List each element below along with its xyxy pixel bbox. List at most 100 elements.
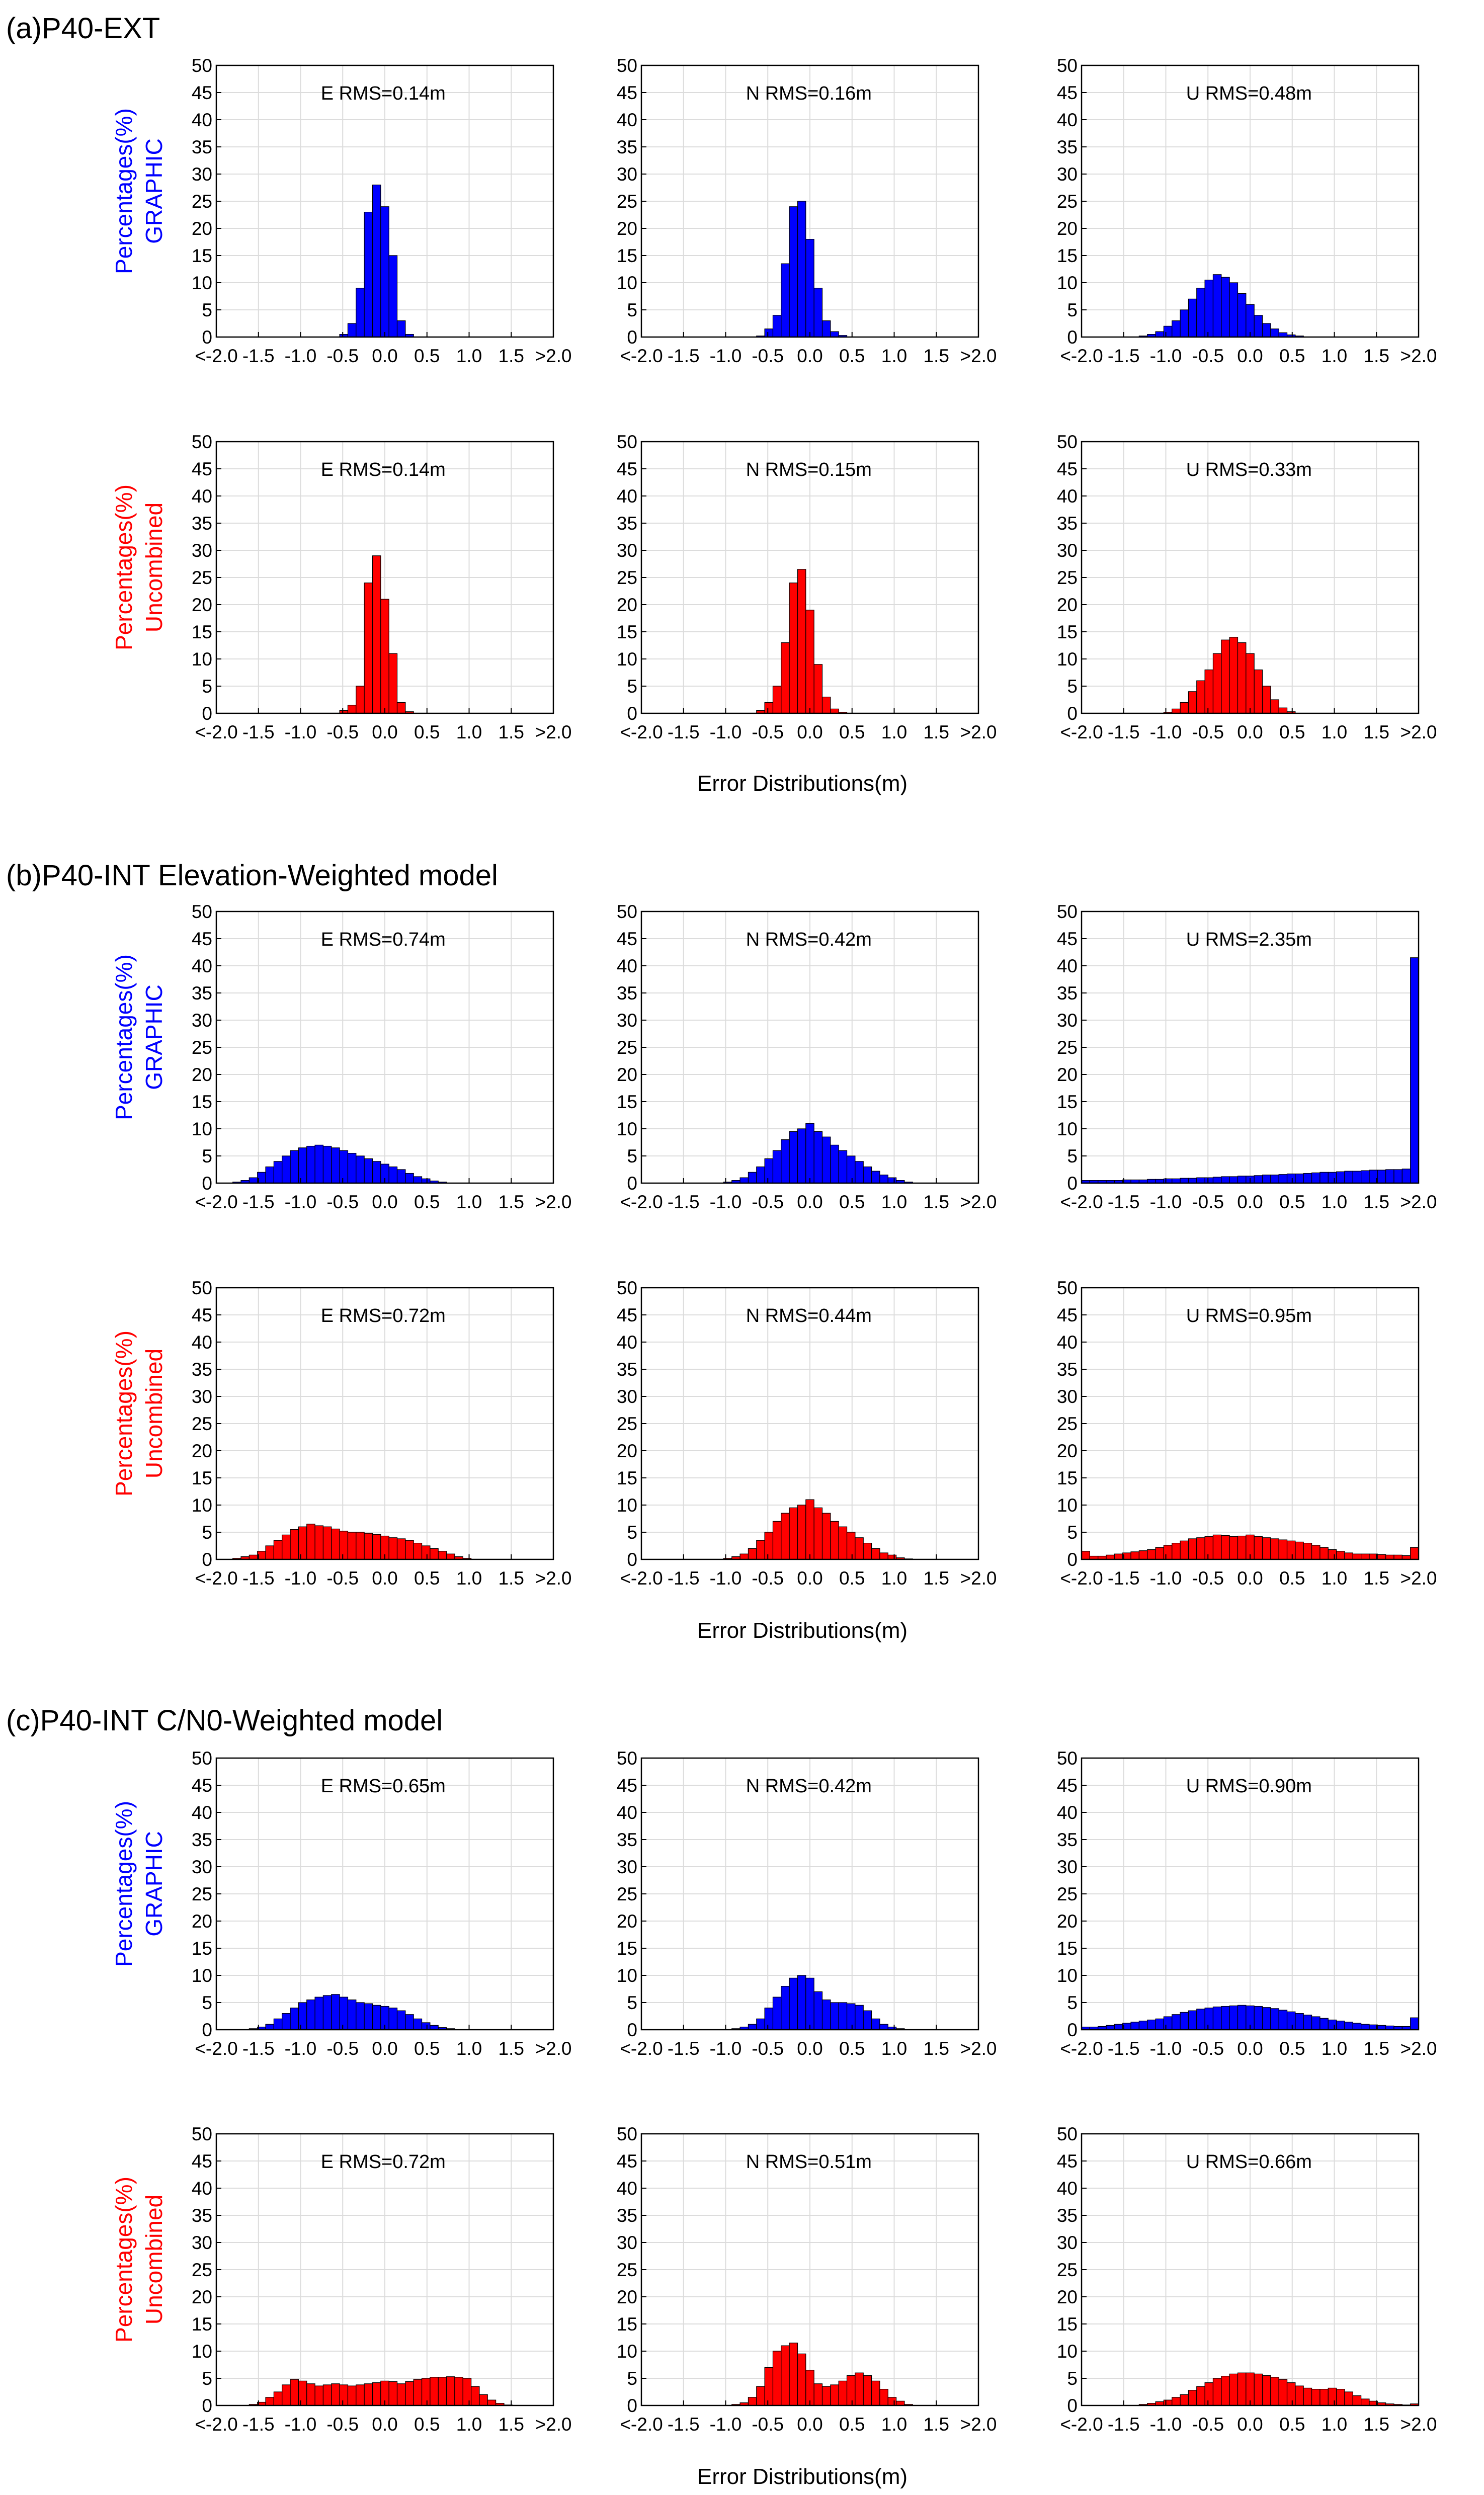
histogram-bar <box>1311 2016 1321 2030</box>
histogram-panel: 0 5 10 15 20 25 30 35 40 45 50 <-2.0 -1.5 -1.0 -0.5 0.0… <box>111 901 572 1212</box>
y-tick-label: 10 <box>192 1119 212 1139</box>
histogram-bar <box>314 1525 324 1560</box>
y-axis-model-label: GRAPHIC <box>141 1831 167 1937</box>
rms-annotation: N RMS=0.51m <box>746 2151 872 2173</box>
histogram-bar <box>1385 1554 1394 1560</box>
histogram-bar <box>388 1537 398 1560</box>
histogram-panel: 0 5 10 15 20 25 30 35 40 45 50 <-2.0 -1.5 -1.0 -0.5 0.0… <box>617 55 997 366</box>
x-tick-label: <-2.0 <box>195 1192 237 1212</box>
histogram-bar <box>789 1977 798 2030</box>
histogram-bar <box>1229 2005 1239 2030</box>
y-tick-label: 40 <box>1057 110 1078 130</box>
histogram-bar <box>1262 323 1271 338</box>
histogram-bar <box>1352 1553 1362 1560</box>
y-tick-label: 15 <box>192 1092 212 1112</box>
histogram-bar <box>1180 2394 1189 2406</box>
y-tick-label: 5 <box>1067 1522 1078 1543</box>
histogram-bar <box>1401 1169 1411 1184</box>
y-tick-label: 50 <box>1057 901 1078 922</box>
x-tick-label: 0.5 <box>414 1192 440 1212</box>
histogram-panel: 0 5 10 15 20 25 30 35 40 45 50 <-2.0 -1.5 -1.0 -0.5 0.0… <box>617 432 997 742</box>
histogram-bar <box>290 2379 299 2406</box>
histogram-bar <box>830 331 839 338</box>
histogram-bar <box>1172 2014 1181 2030</box>
histogram-bar <box>1221 277 1230 338</box>
histogram-bar <box>1172 2397 1181 2406</box>
histogram-bar <box>1246 653 1255 714</box>
x-tick-label: 1.0 <box>881 2038 907 2059</box>
histogram-bar <box>1336 2389 1345 2406</box>
histogram-bar <box>797 1975 806 2030</box>
histogram-bar <box>1254 2373 1263 2406</box>
x-tick-label: 1.5 <box>1364 2038 1389 2059</box>
histogram-bar <box>282 1534 291 1560</box>
y-tick-label: 20 <box>1057 1441 1078 1461</box>
histogram-bar <box>282 2384 291 2406</box>
histogram-bar <box>764 1158 774 1184</box>
x-tick-label: -0.5 <box>752 2414 784 2435</box>
x-tick-label: -0.5 <box>326 2038 359 2059</box>
histogram-bar <box>789 2343 798 2406</box>
y-tick-label: 5 <box>627 1992 637 2013</box>
y-tick-label: 15 <box>1057 622 1078 642</box>
y-tick-label: 50 <box>617 1748 637 1769</box>
x-tick-label: <-2.0 <box>1060 2038 1103 2059</box>
y-tick-label: 50 <box>617 432 637 452</box>
x-tick-label: 0.5 <box>414 722 440 742</box>
y-tick-label: 0 <box>202 703 212 724</box>
y-tick-label: 15 <box>617 1092 637 1112</box>
histogram-bar <box>1377 2025 1386 2030</box>
histogram-bar <box>322 1995 332 2030</box>
histogram-bar <box>331 2383 340 2406</box>
histogram-bar <box>1180 1178 1189 1184</box>
x-tick-label: 1.0 <box>1322 722 1347 742</box>
y-tick-label: 45 <box>192 459 212 479</box>
y-tick-label: 50 <box>192 432 212 452</box>
histogram-bar <box>1286 1540 1296 1560</box>
histogram-bar <box>1344 2391 1353 2406</box>
y-tick-label: 35 <box>192 1829 212 1850</box>
histogram-bar <box>1188 2390 1197 2406</box>
y-tick-label: 0 <box>202 1549 212 1570</box>
x-tick-label: <-2.0 <box>620 1568 663 1589</box>
histogram-bar <box>1254 2006 1263 2030</box>
histogram-bar <box>331 1994 340 2030</box>
y-tick-label: 0 <box>627 2395 637 2416</box>
histogram-bar <box>1196 1177 1205 1184</box>
y-axis-label: Percentages(%) <box>111 1330 137 1496</box>
x-tick-label: <-2.0 <box>195 346 237 366</box>
histogram-bar <box>1155 331 1165 338</box>
histogram-bar <box>1180 1540 1189 1560</box>
histogram-bar <box>1352 1171 1362 1184</box>
x-tick-label: -1.0 <box>710 346 742 366</box>
y-tick-label: 5 <box>202 1146 212 1167</box>
histogram-bar <box>1278 332 1288 338</box>
x-tick-label: 1.0 <box>881 1192 907 1212</box>
y-tick-label: 25 <box>192 1413 212 1434</box>
histogram-bar <box>764 328 774 338</box>
histogram-panel: 0 5 10 15 20 25 30 35 40 45 50 <-2.0 -1.5 -1.0 -0.5 0.0… <box>1057 55 1437 366</box>
histogram-bar <box>1328 2387 1337 2406</box>
y-tick-label: 25 <box>1057 2260 1078 2280</box>
histogram-bar <box>1278 1174 1288 1184</box>
histogram-bar <box>396 2010 406 2030</box>
y-tick-label: 30 <box>617 164 637 185</box>
x-tick-label: 1.0 <box>456 722 482 742</box>
y-tick-label: 20 <box>1057 218 1078 239</box>
histogram-bar <box>1163 325 1173 338</box>
histogram-bar <box>821 2386 831 2406</box>
x-tick-label: <-2.0 <box>620 2414 663 2435</box>
x-tick-label: -0.5 <box>752 1568 784 1589</box>
y-tick-label: 10 <box>1057 1495 1078 1516</box>
histogram-bar <box>805 610 814 714</box>
histogram-bar <box>1286 2011 1296 2030</box>
histogram-bar <box>813 2383 823 2406</box>
histogram-bar <box>1278 2010 1288 2030</box>
histogram-bar <box>405 2381 414 2406</box>
y-tick-label: 25 <box>617 191 637 212</box>
histogram-bar <box>322 1526 332 1560</box>
histogram-bar <box>430 2377 439 2406</box>
histogram-bar <box>298 1526 307 1560</box>
x-tick-label: 1.5 <box>499 2414 524 2435</box>
histogram-panel: 0 5 10 15 20 25 30 35 40 45 50 <-2.0 -1.5 -1.0 -0.5 0.0… <box>111 1748 572 2059</box>
